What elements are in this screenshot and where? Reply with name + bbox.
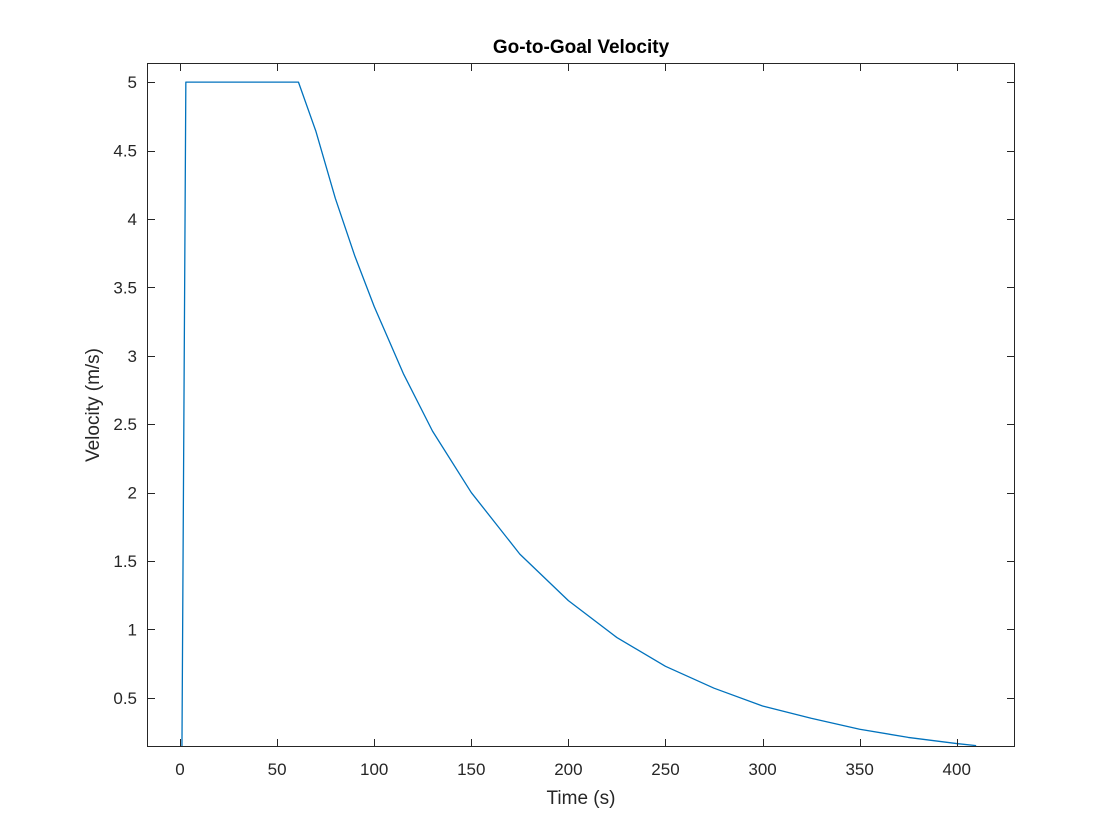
y-tick-label: 3.5: [113, 278, 137, 297]
chart-title: Go-to-Goal Velocity: [493, 37, 670, 58]
x-tick-label: 400: [943, 760, 971, 779]
y-tick-label: 3: [128, 347, 137, 366]
series-layer: [181, 81, 977, 748]
y-tick-label: 4.5: [113, 142, 137, 161]
x-tick-label: 350: [845, 760, 873, 779]
tick-layer: 0 50 100 150 200 250 300 350 400 0.5 1 1.5 2 2.5 3 3.5 4…: [113, 63, 1015, 779]
y-tick-label: 1: [128, 620, 137, 639]
x-tick-label: 250: [651, 760, 679, 779]
x-axis-label: Time (s): [547, 788, 616, 809]
y-tick-label: 2: [128, 484, 137, 503]
y-axis-label: Velocity (m/s): [83, 348, 104, 462]
x-tick-label: 100: [360, 760, 388, 779]
y-tick-label: 0.5: [113, 689, 137, 708]
x-tick-label: 0: [175, 760, 184, 779]
y-tick-label: 5: [128, 73, 137, 92]
y-tick-label: 4: [128, 210, 137, 229]
series-line-0: [181, 81, 977, 748]
y-tick-label: 2.5: [113, 415, 137, 434]
y-tick-label: 1.5: [113, 552, 137, 571]
plot-area: [147, 63, 1015, 747]
x-tick-label: 50: [268, 760, 287, 779]
x-tick-label: 150: [457, 760, 485, 779]
x-tick-label: 200: [554, 760, 582, 779]
axes-box: [147, 63, 1015, 747]
x-tick-label: 300: [748, 760, 776, 779]
